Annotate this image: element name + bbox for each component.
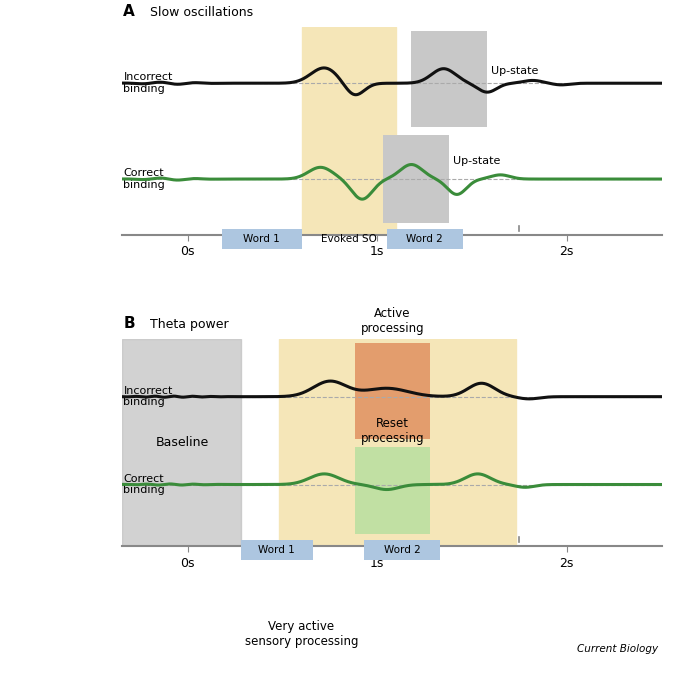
- Bar: [383, 135, 450, 223]
- Bar: [302, 27, 396, 235]
- Text: A: A: [124, 4, 135, 19]
- Text: Incorrect
binding: Incorrect binding: [124, 72, 173, 94]
- Bar: [279, 339, 516, 546]
- Bar: [354, 447, 431, 534]
- Text: Up-state: Up-state: [453, 156, 500, 166]
- Text: Current Biology: Current Biology: [576, 644, 657, 654]
- Text: Baseline: Baseline: [155, 436, 209, 449]
- Text: Evoked SO: Evoked SO: [321, 234, 377, 244]
- Bar: [364, 540, 440, 560]
- Bar: [222, 229, 302, 249]
- Bar: [411, 31, 487, 127]
- Text: Correct
binding: Correct binding: [124, 474, 165, 495]
- Text: B: B: [124, 316, 135, 331]
- Text: Word 1: Word 1: [243, 234, 280, 244]
- Text: Reset
processing: Reset processing: [360, 417, 425, 445]
- Bar: [241, 540, 313, 560]
- Text: Very active
sensory processing: Very active sensory processing: [245, 620, 358, 648]
- Bar: [354, 343, 431, 438]
- Bar: [122, 339, 241, 546]
- Text: Up-state: Up-state: [491, 66, 539, 76]
- Text: Slow oscillations: Slow oscillations: [150, 6, 253, 19]
- Text: Correct
binding: Correct binding: [124, 168, 165, 190]
- Text: Theta power: Theta power: [150, 318, 229, 331]
- Text: Active
processing: Active processing: [360, 307, 425, 335]
- Text: Word 2: Word 2: [383, 546, 421, 555]
- Bar: [387, 229, 462, 249]
- Text: Word 1: Word 1: [259, 546, 295, 555]
- Text: Word 2: Word 2: [406, 234, 443, 244]
- Text: Incorrect
binding: Incorrect binding: [124, 386, 173, 408]
